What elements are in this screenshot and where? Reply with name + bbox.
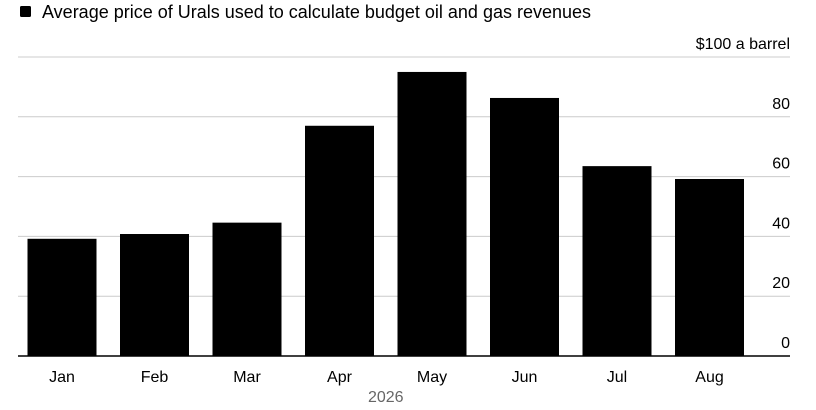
bar-apr: [305, 125, 374, 357]
bar-jun: [490, 97, 559, 356]
bar-jan: [27, 238, 97, 356]
bar-mar: [212, 222, 282, 356]
y-tick-label: 60: [772, 156, 790, 173]
bar-feb: [120, 234, 189, 356]
x-axis-year-label: 2026: [368, 389, 404, 406]
legend-swatch: [20, 6, 31, 17]
x-tick-label: Jun: [512, 369, 538, 386]
legend-label: Average price of Urals used to calculate…: [42, 2, 591, 22]
x-tick-label: Apr: [327, 369, 353, 386]
y-tick-label: $100 a barrel: [696, 36, 790, 53]
bar-aug: [675, 178, 744, 356]
x-tick-label: May: [417, 369, 447, 386]
y-tick-label: 0: [781, 335, 790, 352]
y-tick-label: 40: [772, 215, 790, 232]
x-tick-label: Mar: [233, 369, 261, 386]
x-tick-labels: Jan Feb Mar Apr May Jun Jul Aug: [49, 369, 724, 386]
bar-jul: [582, 166, 652, 356]
bar-may: [397, 71, 467, 356]
x-tick-label: Jul: [607, 369, 627, 386]
y-tick-labels: 0 20 40 60 80 $100 a barrel: [696, 36, 790, 352]
bars: [27, 71, 744, 357]
legend: Average price of Urals used to calculate…: [20, 2, 591, 22]
x-tick-label: Aug: [695, 369, 723, 386]
y-tick-label: 80: [772, 96, 790, 113]
x-tick-label: Jan: [49, 369, 75, 386]
y-tick-label: 20: [772, 275, 790, 292]
x-tick-label: Feb: [141, 369, 169, 386]
